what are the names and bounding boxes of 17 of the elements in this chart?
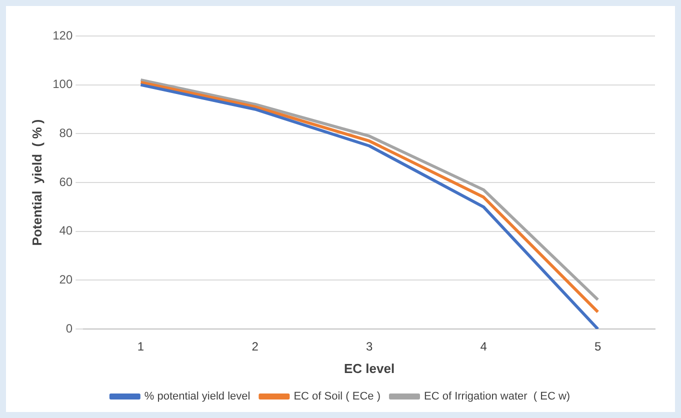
legend-label: % potential yield level <box>144 390 250 403</box>
y-tick-label: 20 <box>59 272 73 286</box>
legend-label: EC of Irrigation water ( EC w) <box>424 390 570 403</box>
legend-label: EC of Soil ( ECe ) <box>294 390 381 403</box>
y-tick-label: 40 <box>59 224 73 238</box>
x-tick-label: 2 <box>252 340 259 354</box>
x-tick-label: 1 <box>137 340 144 354</box>
y-tick-label: 0 <box>66 321 73 336</box>
y-tick-label: 80 <box>59 126 73 140</box>
y-tick-label: 120 <box>52 28 73 42</box>
y-tick-label: 100 <box>52 77 73 92</box>
y-axis-title: Potential yield ( % ) <box>29 119 44 246</box>
x-tick-label: 4 <box>480 340 488 354</box>
x-tick-label: 5 <box>594 340 602 354</box>
y-tick-label: 60 <box>59 174 73 189</box>
x-tick-label: 3 <box>366 340 373 354</box>
x-axis-title: EC level <box>344 360 395 376</box>
